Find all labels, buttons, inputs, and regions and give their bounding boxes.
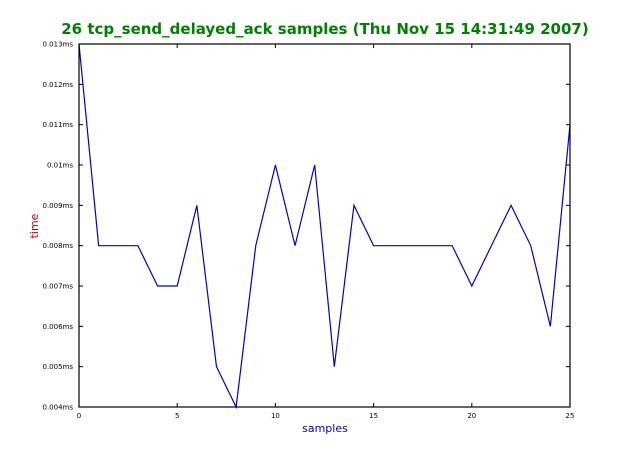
plot-frame (78, 43, 571, 408)
series-line-0 (78, 43, 571, 410)
data-point (136, 244, 139, 247)
data-point (451, 244, 454, 247)
y-tick-label: 0.005ms (42, 363, 73, 371)
series-layer (78, 43, 571, 410)
y-tick-label: 0.013ms (42, 41, 73, 49)
y-tick-label: 0.011ms (42, 121, 73, 129)
data-point (431, 244, 434, 247)
x-tick-label: 5 (175, 412, 179, 420)
data-point (215, 365, 218, 368)
data-point (392, 244, 395, 247)
y-tick-label: 0.008ms (42, 242, 73, 250)
data-point (510, 204, 513, 207)
x-tick-label: 20 (467, 412, 476, 420)
y-tick-label: 0.012ms (42, 81, 73, 89)
data-point (156, 285, 159, 288)
x-tick-label: 15 (369, 412, 378, 420)
y-tick-label: 0.007ms (42, 283, 73, 291)
data-point (117, 244, 120, 247)
y-tick-label: 0.01ms (47, 162, 73, 170)
data-point (195, 204, 198, 207)
data-point (470, 285, 473, 288)
y-tick-label: 0.009ms (42, 202, 73, 210)
data-point (313, 164, 316, 167)
data-point (490, 244, 493, 247)
x-tick-label: 10 (271, 412, 280, 420)
data-point (294, 244, 297, 247)
data-point (333, 365, 336, 368)
y-axis-title: time (28, 213, 41, 238)
y-tick-label: 0.006ms (42, 323, 73, 331)
data-point (549, 325, 552, 328)
x-axis-title: samples (302, 422, 348, 435)
x-tick-label: 0 (77, 412, 81, 420)
data-point (372, 244, 375, 247)
data-point (254, 244, 257, 247)
data-point (529, 244, 532, 247)
data-point (274, 164, 277, 167)
chart-title: 26 tcp_send_delayed_ack samples (Thu Nov… (61, 20, 588, 38)
data-point (411, 244, 414, 247)
data-point (352, 204, 355, 207)
data-point (176, 285, 179, 288)
data-point (97, 244, 100, 247)
x-tick-label: 25 (566, 412, 575, 420)
y-tick-label: 0.004ms (42, 404, 73, 412)
